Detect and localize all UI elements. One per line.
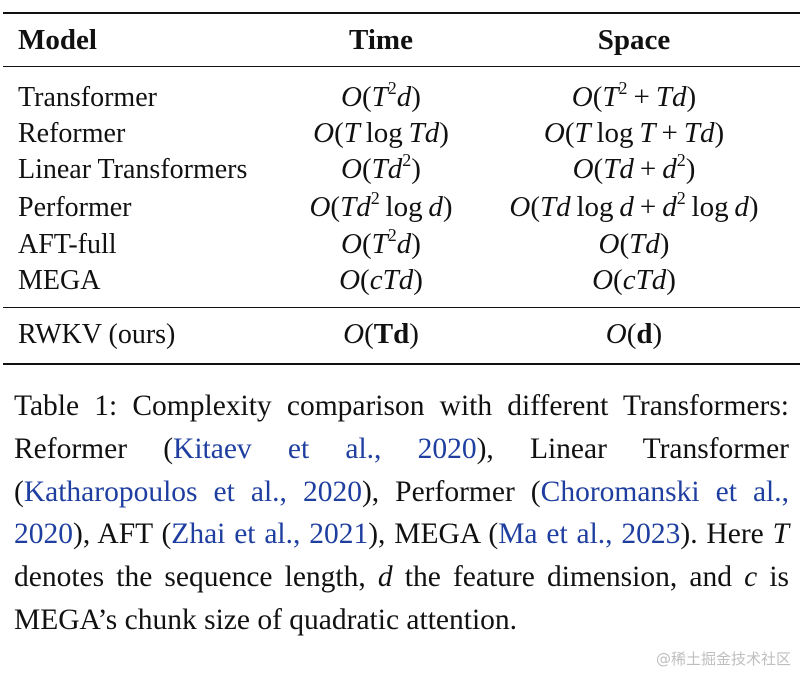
space-reformer: O(T log T + Td) [543, 117, 725, 149]
table-caption: Table 1: Complexity comparison with diff… [14, 390, 790, 636]
time-aft-full: O(T2d) [341, 225, 421, 260]
time-performer: O(Td2 log d) [309, 188, 453, 223]
watermark-text: @稀土掘金技术社区 [655, 650, 791, 668]
table-bottom-rule [3, 363, 800, 366]
row-model-performer: Performer [18, 192, 132, 223]
row-model-rwkv: RWKV (ours) [18, 319, 176, 350]
table-header-rule [3, 66, 800, 68]
header-model: Model [18, 24, 97, 56]
header-space: Space [597, 24, 671, 56]
space-transformer: O(T2 + Td) [571, 78, 697, 113]
citation-ma[interactable]: Ma et al., 2023 [498, 518, 681, 551]
space-rwkv: O(d) [605, 318, 663, 350]
time-reformer: O(T log Td) [313, 117, 449, 149]
table-mid-rule [3, 307, 800, 309]
time-linear-transformers: O(Td2) [341, 150, 421, 185]
row-model-mega: MEGA [18, 265, 101, 296]
space-performer: O(Td log d + d2 log d) [509, 188, 759, 223]
header-time: Time [349, 24, 413, 56]
row-model-linear-transformers: Linear Transformers [18, 154, 248, 185]
table-top-rule [3, 12, 800, 15]
time-mega: O(cTd) [339, 264, 423, 296]
space-mega: O(cTd) [592, 264, 676, 296]
citation-choromanski[interactable]: Choromanski et al., 2020 [14, 475, 790, 551]
citation-zhai[interactable]: Zhai et al., 2021 [171, 518, 369, 551]
citation-kitaev[interactable]: Kitaev et al., 2020 [173, 432, 477, 465]
row-model-transformer: Transformer [18, 82, 157, 113]
row-model-reformer: Reformer [18, 118, 126, 149]
row-model-aft-full: AFT-full [18, 229, 117, 260]
space-linear-transformers: O(Td + d2) [572, 150, 696, 185]
citation-katharopoulos[interactable]: Katharopoulos et al., 2020 [23, 475, 362, 508]
space-aft-full: O(Td) [598, 228, 670, 260]
time-rwkv: O(Td) [343, 318, 419, 350]
time-transformer: O(T2d) [341, 78, 421, 113]
